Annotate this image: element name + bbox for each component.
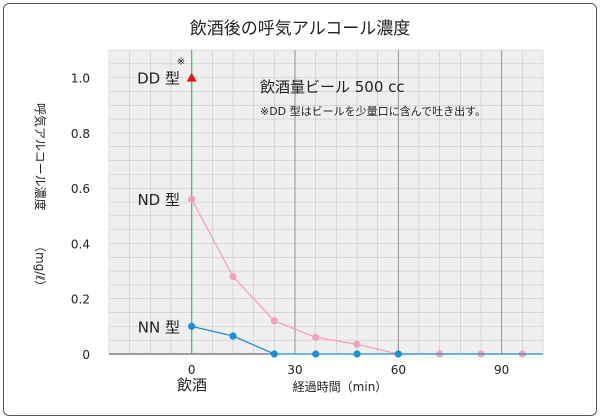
data-point (186, 72, 197, 82)
data-point (188, 195, 196, 203)
series-label: DD 型 (137, 70, 180, 88)
series-label: NN 型 (138, 318, 180, 336)
y-axis-label: 呼気アルコール濃度 (33, 103, 48, 211)
annotation-note: ※DD 型はビールを少量口に含んで吐き出す。 (260, 104, 486, 118)
y-axis-unit: （mg/ℓ） (33, 240, 47, 292)
chart-title: 飲酒後の呼気アルコール濃度 (190, 19, 411, 39)
data-point (353, 340, 361, 348)
series-note-mark: ※ (177, 57, 185, 68)
series-layer (186, 72, 543, 358)
data-point (312, 333, 320, 342)
y-tick-label: 0.8 (71, 127, 90, 141)
y-tick-label: 0.6 (71, 182, 90, 196)
data-point (312, 350, 320, 358)
series-line (191, 325, 399, 355)
x-tick-label: 30 (287, 363, 302, 377)
data-point (270, 317, 278, 325)
data-point (270, 350, 278, 358)
data-point (229, 332, 237, 340)
y-axis-label-group: 呼気アルコール濃度 （mg/ℓ） (33, 103, 48, 292)
y-tick-label: 0.4 (71, 237, 90, 251)
grid (108, 49, 544, 355)
x-axis-label: 経過時間（min） (293, 380, 388, 394)
tick-labels: 0 0.2 0.4 0.6 0.8 1.0 0 30 60 90 (71, 72, 509, 377)
annotation-main: 飲酒量ビール 500 cc (260, 78, 405, 96)
series-labels: DD 型 ※ ND 型 NN 型 (137, 57, 185, 337)
x-tick-label: 90 (494, 363, 509, 377)
y-tick-label: 0.2 (71, 293, 90, 307)
x-tick-label: 0 (188, 363, 196, 377)
y-tick-label: 1.0 (71, 72, 90, 86)
x-tick-label: 60 (391, 363, 406, 377)
data-point (353, 350, 361, 358)
x-origin-label: 飲酒 (177, 376, 207, 394)
series-label: ND 型 (137, 191, 180, 209)
y-tick-label: 0 (82, 348, 90, 362)
data-point (229, 273, 237, 281)
data-point (188, 322, 196, 330)
data-point (394, 350, 402, 358)
